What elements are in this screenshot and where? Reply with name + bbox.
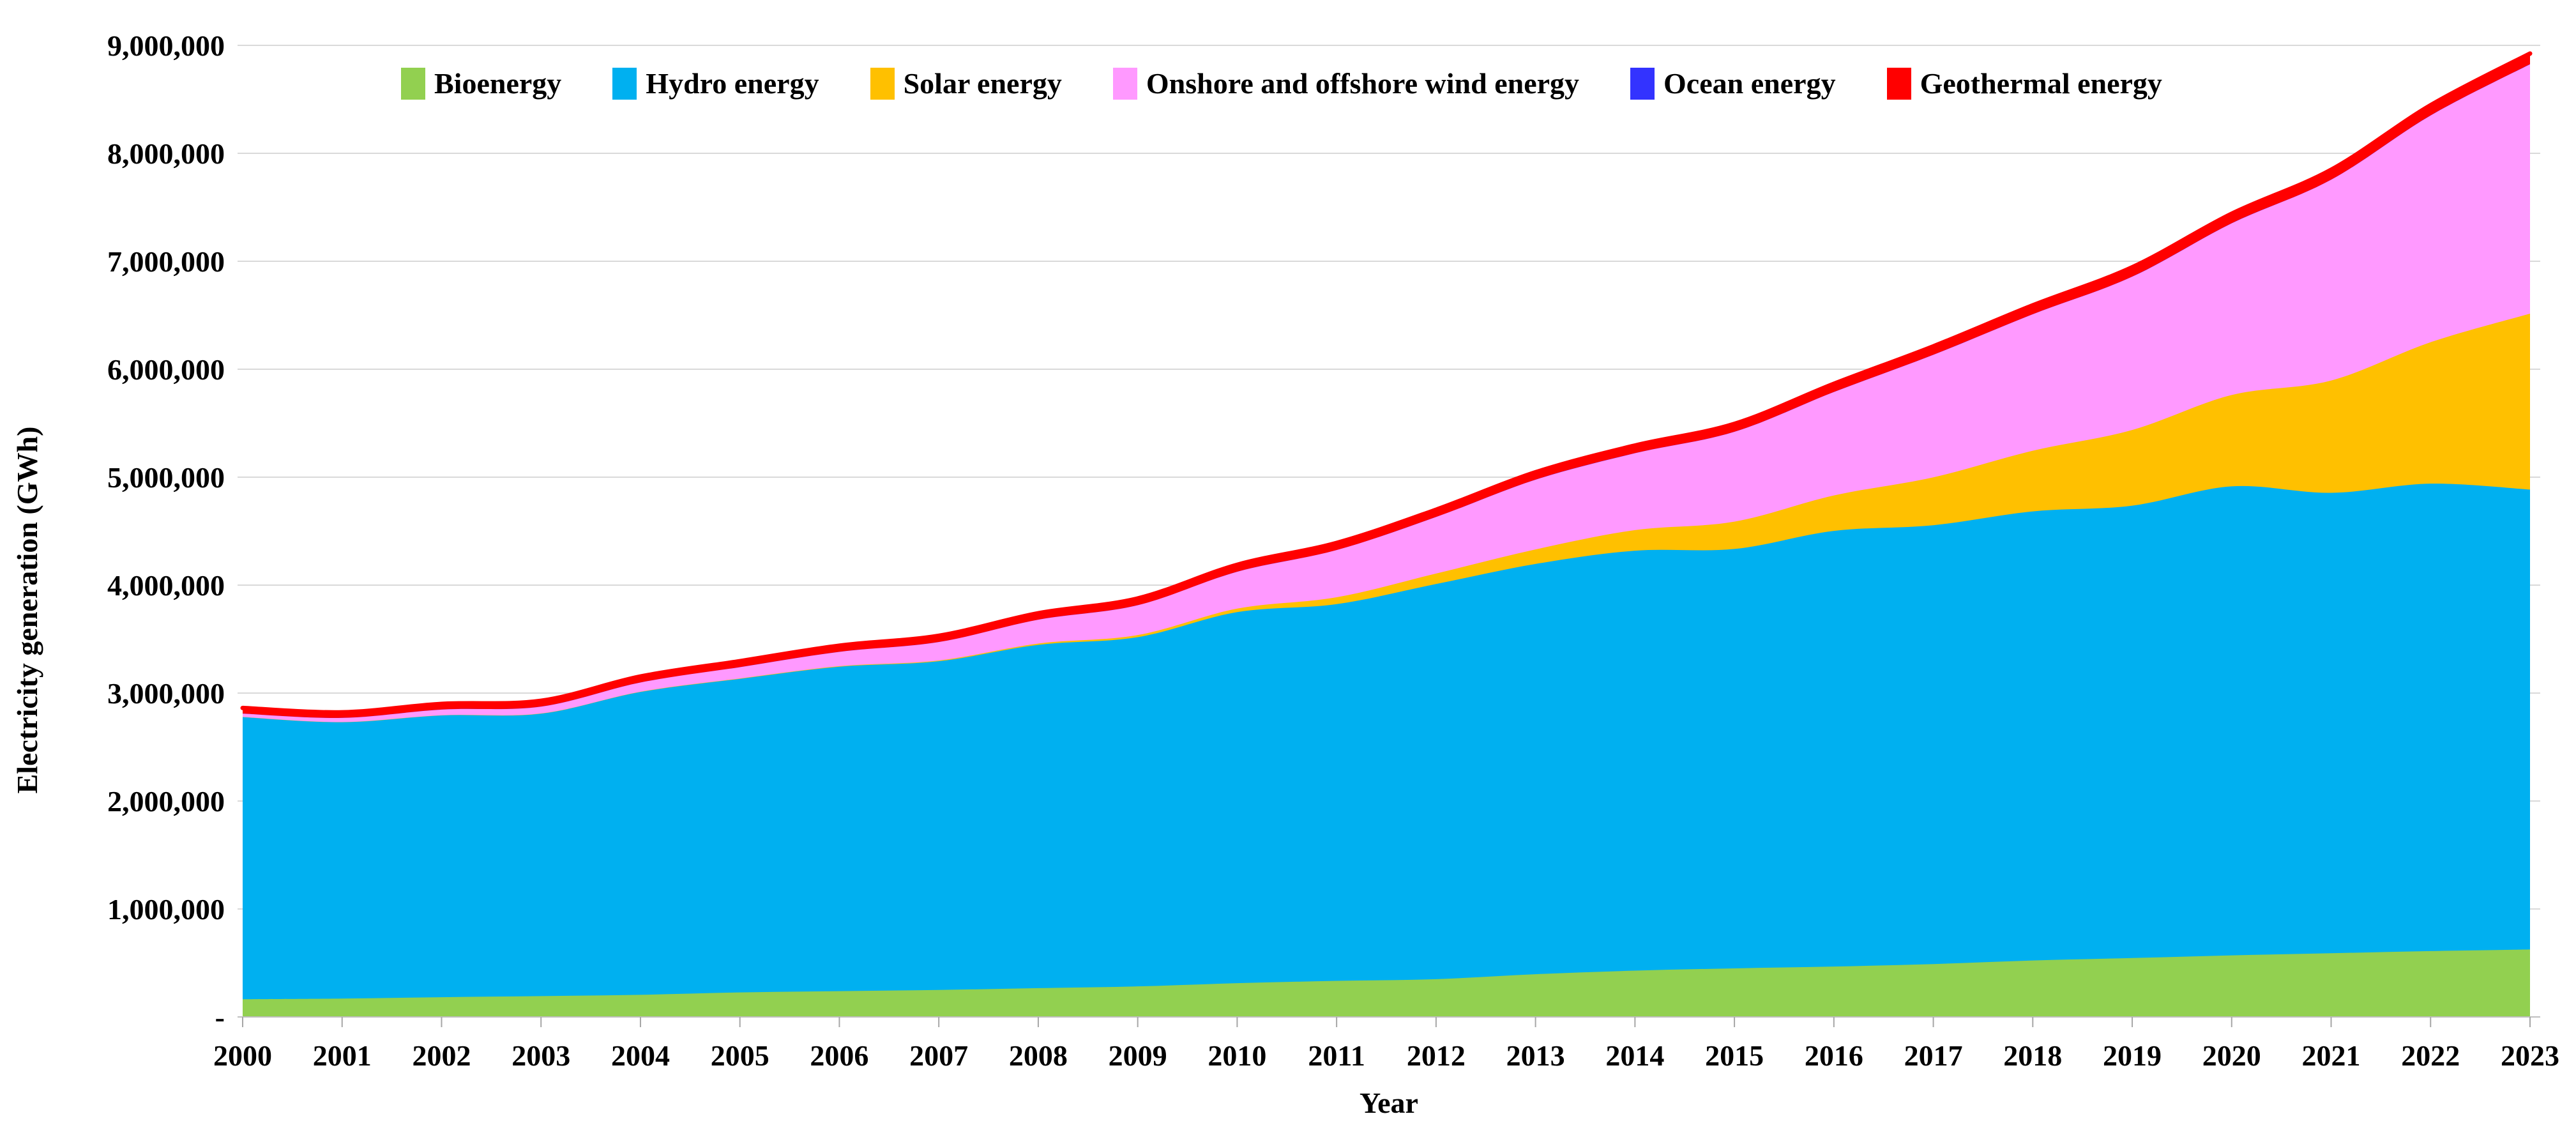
x-tick-label: 2019 [2103,1039,2162,1072]
x-tick-label: 2000 [213,1039,272,1072]
x-tick-labels: 2000 2001 2002 2003 2004 2005 2006 2007 2008 2009… [213,1039,2559,1072]
legend-item-geothermal-energy: Geothermal energy [1886,66,2162,100]
y-tick-label: 6,000,000 [107,353,225,386]
y-tick-label: 1,000,000 [107,893,225,926]
x-tick-label: 2013 [1506,1039,1565,1072]
x-tick-label: 2007 [909,1039,968,1072]
y-tick-label: 5,000,000 [107,461,225,494]
x-tick-label: 2016 [1805,1039,1863,1072]
legend-swatch-solar-energy [870,67,895,100]
legend-item-solar-energy: Solar energy [870,66,1062,100]
x-axis-title: Year [1360,1087,1418,1119]
x-tick-label: 2020 [2202,1039,2261,1072]
legend: Bioenergy Hydro energy Solar energy Onshore… [401,66,2162,100]
legend-swatch-hydro-energy [612,67,637,100]
legend-label: Onshore and offshore wind energy [1146,67,1580,100]
x-tick-label: 2015 [1705,1039,1764,1072]
legend-label: Geothermal energy [1920,67,2162,100]
x-tick-label: 2017 [1904,1039,1963,1072]
legend-swatch-onshore-and-offshore-wind-energy [1112,67,1137,100]
y-tick-label: 3,000,000 [107,677,225,710]
legend-label: Hydro energy [646,67,819,100]
y-tick-label: 4,000,000 [107,569,225,602]
legend-label: Solar energy [903,67,1062,100]
x-tick-label: 2002 [412,1039,471,1072]
y-tick-label: 7,000,000 [107,245,225,278]
x-tick-label: 2006 [810,1039,868,1072]
x-tick-label: 2004 [611,1039,670,1072]
x-tick-label: 2008 [1009,1039,1068,1072]
y-tick-label: 2,000,000 [107,785,225,818]
area-bioenergy [243,949,2530,1017]
legend-swatch-ocean-energy [1630,67,1655,100]
area-series [240,51,2533,1018]
x-tick-label: 2005 [711,1039,769,1072]
x-tick-label: 2001 [313,1039,372,1072]
top-line-geothermal-energy [240,51,2533,715]
area-hydro-energy [243,484,2530,1017]
x-tick-label: 2018 [2003,1039,2062,1072]
legend-label: Bioenergy [434,67,562,100]
x-tick-label: 2011 [1308,1039,1365,1072]
legend-label: Ocean energy [1663,67,1836,100]
y-tick-label: 9,000,000 [107,29,225,62]
x-tick-label: 2023 [2501,1039,2559,1072]
x-tick-label: 2012 [1407,1039,1466,1072]
x-tick-label: 2014 [1605,1039,1664,1072]
axes [238,1016,2540,1027]
y-tick-label: 8,000,000 [107,137,225,170]
legend-item-onshore-and-offshore-wind-energy: Onshore and offshore wind energy [1112,66,1580,100]
y-tick-labels: - 1,000,000 2,000,000 3,000,000 4,000,000 5,0… [107,29,225,1034]
y-axis-title: Electricity generation (GWh) [11,427,43,794]
legend-item-bioenergy: Bioenergy [401,66,561,100]
x-tick-label: 2003 [511,1039,570,1072]
x-tick-label: 2022 [2401,1039,2460,1072]
x-tick-label: 2009 [1109,1039,1167,1072]
x-tick-label: 2010 [1208,1039,1266,1072]
legend-item-ocean-energy: Ocean energy [1630,66,1836,100]
legend-swatch-geothermal-energy [1886,67,1911,100]
x-tick-label: 2021 [2302,1039,2361,1072]
legend-swatch-bioenergy [401,67,425,100]
y-tick-label: - [215,1001,225,1034]
legend-item-hydro-energy: Hydro energy [612,66,819,100]
